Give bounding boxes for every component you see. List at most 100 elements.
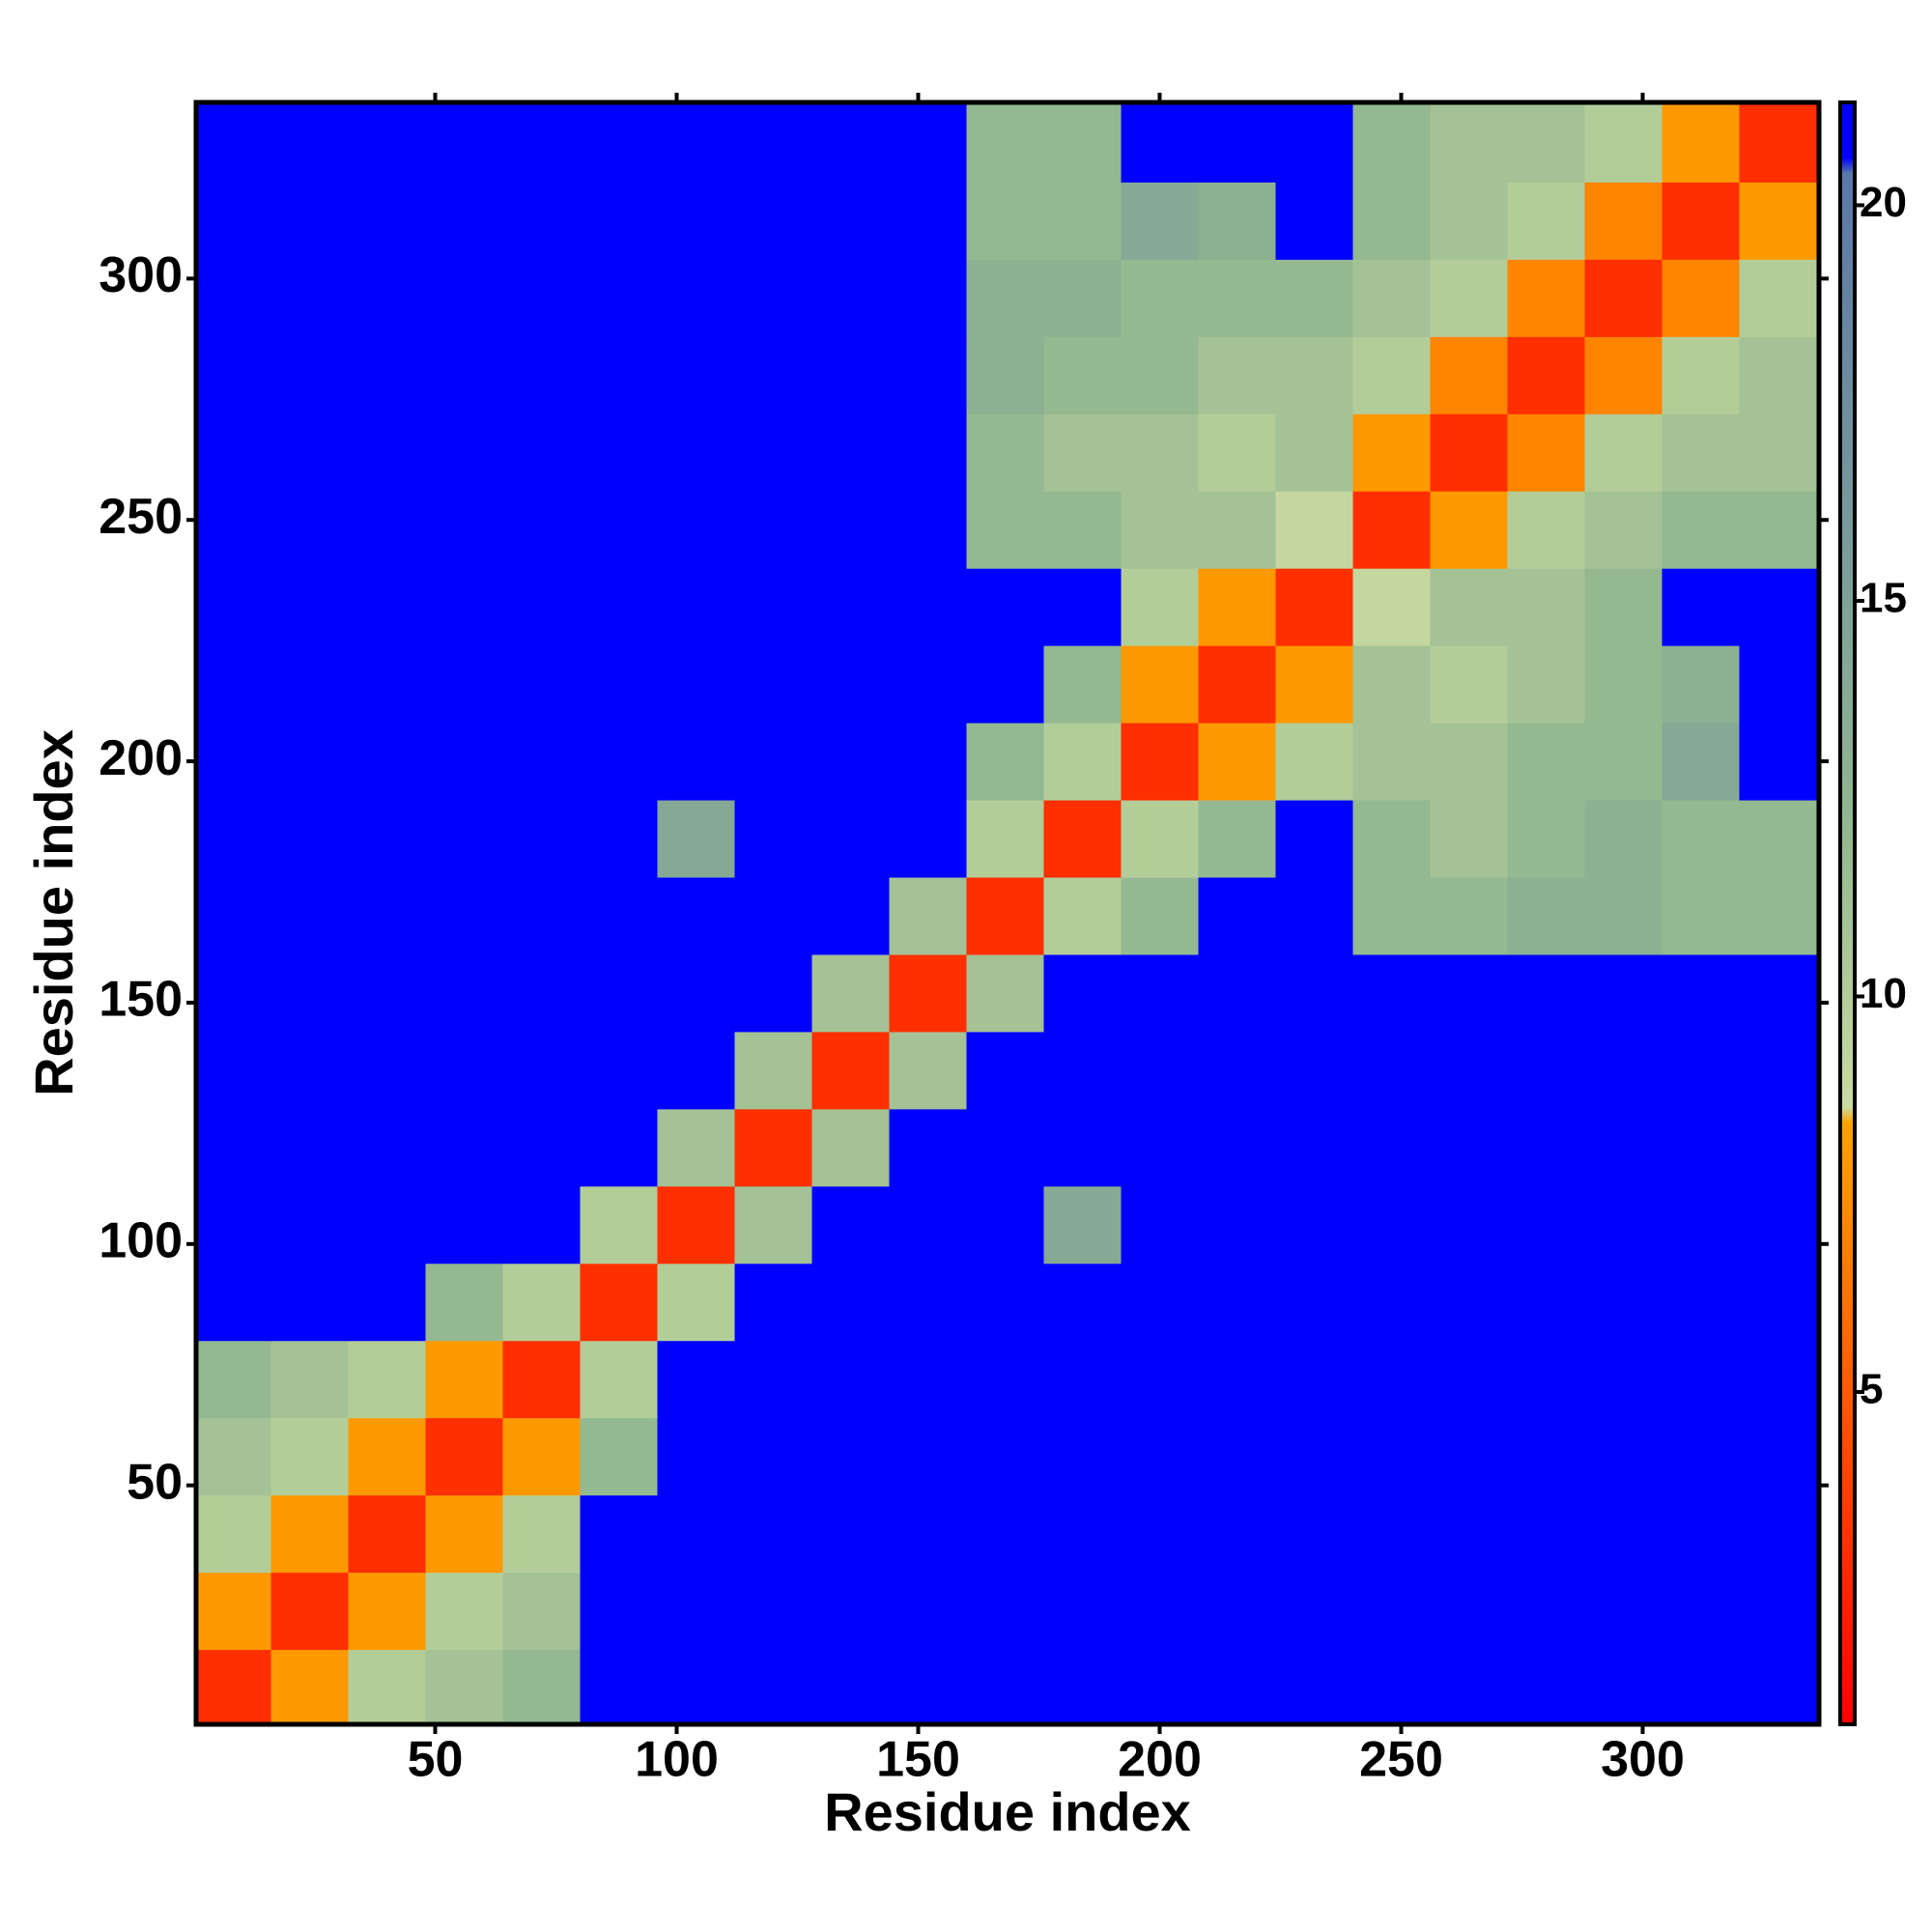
- heatmap-cell: [657, 1572, 735, 1651]
- heatmap-cell: [734, 723, 812, 801]
- heatmap-cell: [1507, 102, 1585, 183]
- heatmap-cell: [1198, 568, 1276, 646]
- heatmap-cell: [1198, 953, 1276, 1033]
- heatmap-cell: [657, 1649, 735, 1725]
- heatmap-cell: [1662, 1649, 1740, 1725]
- heatmap-cell: [811, 723, 890, 801]
- heatmap-cell: [580, 800, 658, 878]
- heatmap-cell: [1430, 102, 1508, 183]
- heatmap-cell: [1043, 491, 1122, 569]
- x-tick-label: 100: [635, 1732, 719, 1788]
- heatmap-cell: [1739, 1108, 1820, 1187]
- heatmap-cell: [1121, 1108, 1199, 1187]
- heatmap-cell: [1198, 723, 1276, 801]
- heatmap-cell: [966, 723, 1044, 801]
- heatmap-cell: [1584, 413, 1662, 492]
- heatmap-cell: [1430, 1263, 1508, 1342]
- heatmap-cell: [889, 182, 967, 260]
- heatmap-cell: [1584, 568, 1662, 646]
- heatmap-cell: [1352, 413, 1431, 492]
- heatmap-cell: [1198, 259, 1276, 337]
- heatmap-cell: [580, 491, 658, 569]
- heatmap-cell: [1584, 1649, 1662, 1725]
- heatmap-cell: [1584, 1340, 1662, 1419]
- heatmap-cell: [502, 413, 581, 492]
- heatmap-cell: [811, 102, 890, 183]
- heatmap-cell: [1275, 259, 1353, 337]
- heatmap-cell: [1584, 102, 1662, 183]
- heatmap-cell: [196, 1185, 271, 1264]
- heatmap-cell: [580, 1572, 658, 1651]
- heatmap-cell: [502, 1263, 581, 1342]
- heatmap-cell: [1198, 491, 1276, 569]
- heatmap-cell: [966, 1494, 1044, 1574]
- heatmap-cell: [734, 491, 812, 569]
- heatmap-cell: [1198, 645, 1276, 724]
- heatmap-cell: [425, 259, 503, 337]
- heatmap-cell: [502, 1340, 581, 1419]
- heatmap-cell: [889, 336, 967, 414]
- heatmap-cell: [1198, 1340, 1276, 1419]
- heatmap-cell: [196, 723, 271, 801]
- heatmap-cell: [270, 491, 349, 569]
- heatmap-cell: [1043, 336, 1122, 414]
- heatmap-cell: [1430, 1340, 1508, 1419]
- heatmap-cell: [196, 953, 271, 1033]
- heatmap-cell: [425, 413, 503, 492]
- heatmap-cell: [270, 953, 349, 1033]
- heatmap-cell: [270, 568, 349, 646]
- heatmap-cell: [657, 645, 735, 724]
- heatmap-cell: [1430, 1031, 1508, 1110]
- heatmap-cell: [270, 1340, 349, 1419]
- heatmap-cell: [1275, 1263, 1353, 1342]
- heatmap-cell: [1507, 723, 1585, 801]
- heatmap-cell: [966, 102, 1044, 183]
- heatmap-cell: [196, 102, 271, 183]
- heatmap-cell: [1198, 336, 1276, 414]
- heatmap-cell: [966, 1417, 1044, 1496]
- heatmap-cell: [348, 1185, 426, 1264]
- heatmap-cell: [580, 1263, 658, 1342]
- heatmap-cell: [580, 1108, 658, 1187]
- heatmap-cell: [811, 1108, 890, 1187]
- heatmap-cell: [425, 491, 503, 569]
- heatmap-cell: [1662, 1108, 1740, 1187]
- heatmap-cell: [1121, 336, 1199, 414]
- heatmap-cell: [734, 1108, 812, 1187]
- heatmap-cell: [1043, 102, 1122, 183]
- heatmap-cell: [966, 1263, 1044, 1342]
- heatmap-cell: [657, 1031, 735, 1110]
- heatmap-cell: [1430, 1572, 1508, 1651]
- heatmap-cell: [1739, 102, 1820, 183]
- x-tick-label: 200: [1118, 1732, 1202, 1788]
- heatmap-cell: [657, 953, 735, 1033]
- heatmap-cell: [1662, 1031, 1740, 1110]
- heatmap-cell: [1121, 645, 1199, 724]
- heatmap-cell: [1352, 1417, 1431, 1496]
- heatmap-cell: [425, 1340, 503, 1419]
- colorbar-tick-label: 15: [1860, 575, 1907, 622]
- heatmap-cell: [196, 1494, 271, 1574]
- heatmap-cell: [1507, 1108, 1585, 1187]
- heatmap-cell: [270, 336, 349, 414]
- heatmap-cell: [734, 877, 812, 955]
- heatmap-cell: [1430, 259, 1508, 337]
- heatmap-cell: [657, 102, 735, 183]
- heatmap-cell: [425, 645, 503, 724]
- heatmap-cell: [1430, 1108, 1508, 1187]
- heatmap-cell: [1043, 953, 1122, 1033]
- heatmap-cell: [1584, 336, 1662, 414]
- heatmap-cell: [1275, 568, 1353, 646]
- heatmap-cell: [196, 1649, 271, 1725]
- heatmap-cell: [1507, 1031, 1585, 1110]
- heatmap-cell: [580, 413, 658, 492]
- heatmap-cell: [1507, 645, 1585, 724]
- heatmap-cell: [1430, 182, 1508, 260]
- heatmap-cell: [1584, 645, 1662, 724]
- heatmap-cell: [734, 102, 812, 183]
- heatmap-cell: [657, 1417, 735, 1496]
- heatmap-cell: [1507, 800, 1585, 878]
- heatmap-cell: [811, 1185, 890, 1264]
- heatmap-cell: [966, 182, 1044, 260]
- heatmap-cell: [1121, 182, 1199, 260]
